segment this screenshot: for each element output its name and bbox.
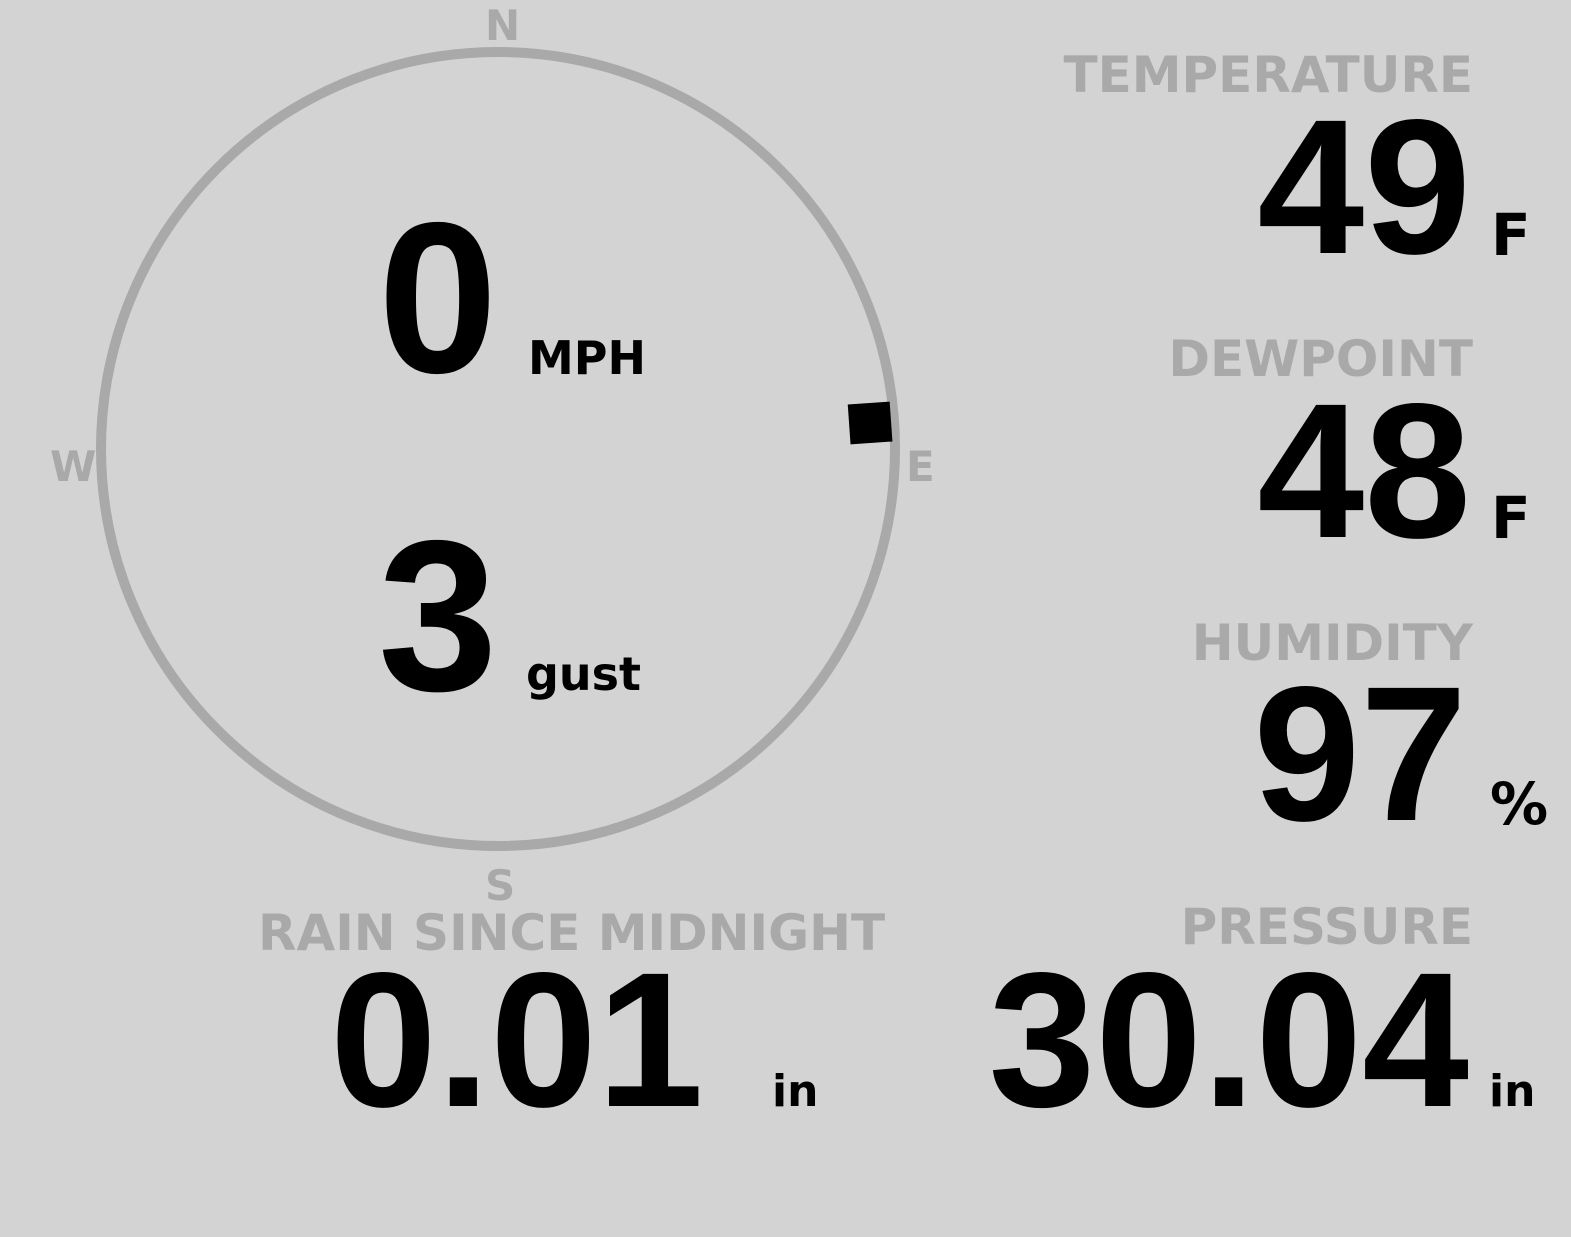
humidity-value: 97 — [1253, 646, 1467, 861]
rain-label: RAIN SINCE MIDNIGHT — [258, 904, 886, 962]
compass-s: S — [485, 861, 516, 910]
pressure-unit: in — [1489, 1066, 1536, 1117]
wind-direction-marker — [847, 401, 893, 445]
wind-gust-label: gust — [526, 647, 642, 701]
wind-gust-value: 3 — [378, 495, 498, 736]
compass-ring — [96, 47, 900, 851]
dewpoint-label: DEWPOINT — [1168, 330, 1473, 388]
compass-w: W — [50, 442, 97, 491]
wind-speed-value: 0 — [378, 177, 498, 418]
dewpoint-value: 48 — [1257, 363, 1471, 578]
wind-direction-marker-group — [847, 401, 893, 445]
temperature-value: 49 — [1257, 79, 1471, 294]
compass-n: N — [485, 1, 521, 50]
compass-e: E — [906, 442, 935, 491]
temperature-label: TEMPERATURE — [1063, 46, 1474, 104]
rain-unit: in — [772, 1066, 819, 1117]
temperature-unit: F — [1491, 201, 1531, 269]
humidity-unit: % — [1490, 770, 1549, 838]
pressure-value: 30.04 — [988, 932, 1469, 1147]
pressure-label: PRESSURE — [1180, 898, 1473, 956]
wind-speed-unit: MPH — [528, 331, 646, 385]
rain-value: 0.01 — [330, 932, 704, 1147]
humidity-label: HUMIDITY — [1191, 614, 1473, 672]
dewpoint-unit: F — [1491, 484, 1531, 552]
